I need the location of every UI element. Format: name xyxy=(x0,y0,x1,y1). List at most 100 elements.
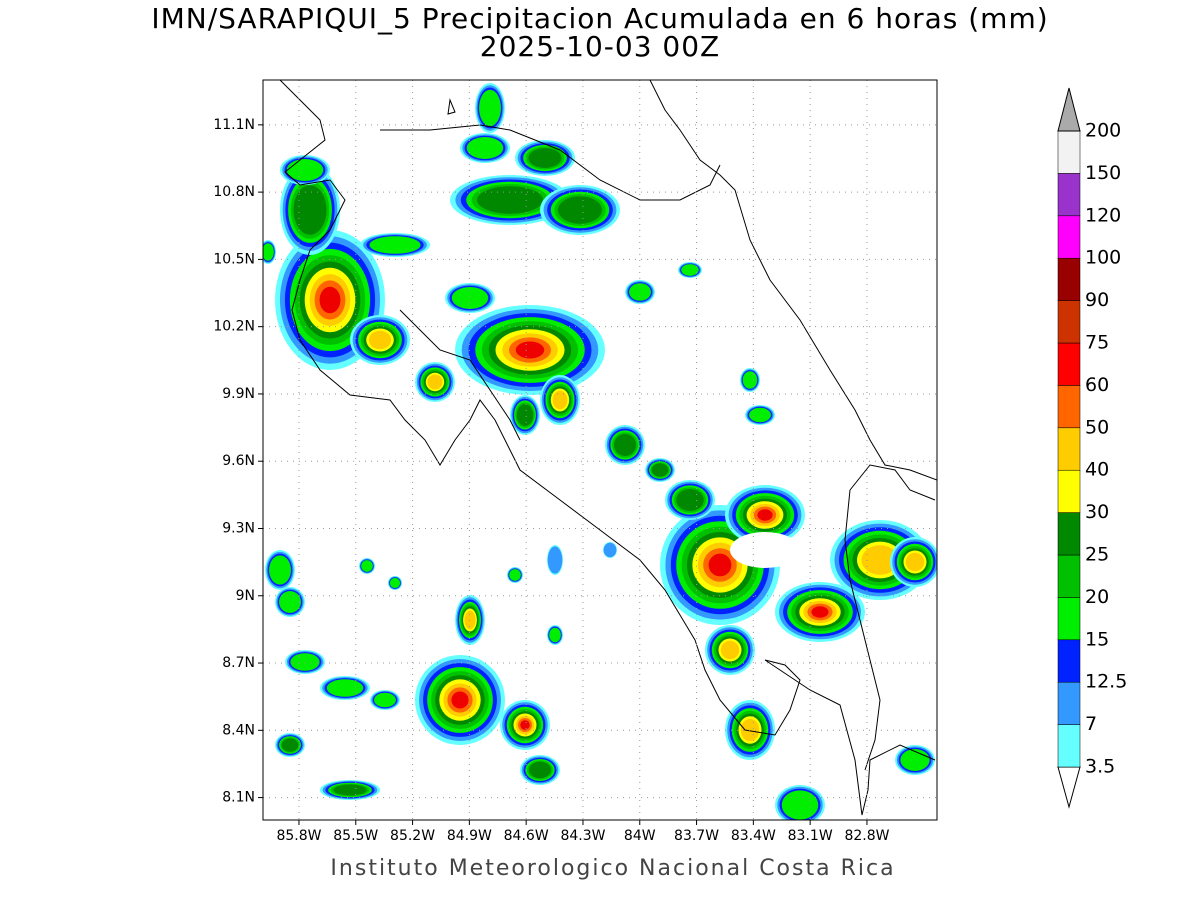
rain-area xyxy=(614,434,636,456)
colorbar-label: 150 xyxy=(1085,162,1121,184)
colorbar-segment xyxy=(1057,639,1081,683)
x-tick-label: 84.3W xyxy=(560,828,605,844)
x-tick-label: 84W xyxy=(624,828,656,844)
rain-area xyxy=(451,287,489,309)
rain-area xyxy=(651,463,669,477)
rain-area xyxy=(263,243,274,261)
y-tick-label: 8.7N xyxy=(222,655,255,671)
rain-area xyxy=(269,555,291,585)
rain-area xyxy=(466,137,504,159)
y-tick-label: 10.2N xyxy=(213,319,255,335)
colorbar-label: 100 xyxy=(1085,247,1121,269)
rain-area xyxy=(333,784,367,796)
colorbar-segment xyxy=(1057,597,1081,641)
y-tick-label: 9.6N xyxy=(222,453,255,469)
rain-area xyxy=(861,545,899,575)
colorbar-label: 40 xyxy=(1085,459,1109,481)
colorbar-label: 200 xyxy=(1085,120,1121,142)
rain-area xyxy=(900,749,930,771)
rain-area xyxy=(509,569,521,581)
y-tick-label: 8.1N xyxy=(222,790,255,806)
map-frame xyxy=(262,79,938,821)
border xyxy=(844,464,936,771)
y-tick-label: 9.3N xyxy=(222,520,255,536)
colorbar-segment xyxy=(1057,681,1081,725)
colorbar-label: 15 xyxy=(1085,628,1109,650)
colorbar-label: 90 xyxy=(1085,289,1109,311)
rain-area xyxy=(676,489,704,511)
y-tick-label: 9.9N xyxy=(222,386,255,402)
colorbar-segment xyxy=(1057,300,1081,344)
rain-area xyxy=(290,653,320,671)
rain-area xyxy=(374,692,396,708)
colorbar-label: 60 xyxy=(1085,374,1109,396)
colorbar-segment xyxy=(1057,469,1081,513)
rain-area xyxy=(552,390,568,410)
rain-area xyxy=(279,591,301,613)
rain-area xyxy=(293,185,327,235)
y-tick-label: 9N xyxy=(236,588,255,604)
rain-area xyxy=(681,264,699,276)
colorbar-segment xyxy=(1057,385,1081,429)
rain-area xyxy=(369,236,421,254)
rain-area xyxy=(757,509,773,521)
dry-area xyxy=(730,532,800,568)
colorbar-label: 3.5 xyxy=(1085,756,1115,778)
rain-area xyxy=(389,577,401,589)
rain-area xyxy=(281,738,299,752)
x-tick-label: 83.1W xyxy=(788,828,833,844)
colorbar-segment xyxy=(1057,257,1081,301)
colorbar-label: 12.5 xyxy=(1085,671,1127,693)
footer: Instituto Meteorologico Nacional Costa R… xyxy=(330,856,895,881)
y-tick-label: 8.4N xyxy=(222,722,255,738)
rain-area xyxy=(464,610,476,630)
colorbar-segment xyxy=(1057,554,1081,598)
coastline xyxy=(399,309,521,441)
colorbar-segment xyxy=(1057,427,1081,471)
rain-area xyxy=(361,560,373,572)
subtitle: 2025-10-03 00Z xyxy=(480,30,720,63)
coastline xyxy=(279,80,936,816)
rain-area xyxy=(528,148,562,168)
rain-area xyxy=(368,330,392,350)
rain-area xyxy=(451,691,469,709)
rain-area xyxy=(811,606,829,618)
rain-area xyxy=(742,371,758,389)
rain-area xyxy=(905,552,925,572)
colorbar-label: 25 xyxy=(1085,544,1109,566)
y-tick-label: 10.8N xyxy=(213,184,255,200)
colorbar-upper-triangle xyxy=(1057,87,1081,132)
rain-area xyxy=(558,196,602,224)
x-tick-label: 85.5W xyxy=(333,828,378,844)
rain-area xyxy=(427,374,443,390)
rain-area xyxy=(720,640,740,660)
colorbar-segment xyxy=(1057,342,1081,386)
y-tick-label: 10.5N xyxy=(213,251,255,267)
rain-area xyxy=(708,553,732,577)
colorbar-segment xyxy=(1057,173,1081,217)
colorbar-segment xyxy=(1057,130,1081,174)
rain-area xyxy=(603,542,617,558)
rain-area xyxy=(515,341,545,359)
x-tick-label: 83.7W xyxy=(674,828,719,844)
x-tick-label: 83.4W xyxy=(731,828,776,844)
colorbar-label: 20 xyxy=(1085,586,1109,608)
island xyxy=(447,98,456,115)
rain-area xyxy=(549,627,561,643)
rain-area xyxy=(479,89,501,127)
colorbar-label: 7 xyxy=(1085,713,1097,735)
rain-area xyxy=(326,679,364,697)
x-tick-label: 84.9W xyxy=(447,828,492,844)
rain-area xyxy=(629,283,651,301)
rain-area xyxy=(547,546,563,574)
x-tick-label: 85.8W xyxy=(276,828,321,844)
colorbar-segment xyxy=(1057,512,1081,556)
colorbar-lower-triangle xyxy=(1057,766,1081,809)
colorbar: 3.5 7 12.5 15 20 25 30 40 50 60 75 90 100 120 150 200 xyxy=(1057,87,1127,809)
rain-area xyxy=(286,159,324,181)
colorbar-label: 50 xyxy=(1085,416,1109,438)
title: IMN/SARAPIQUI_5 Precipitacion Acumulada … xyxy=(151,2,1048,35)
axes: 85.8W 85.5W 85.2W 84.9W 84.6W 84.3W 84W 83.7W 83… xyxy=(213,80,937,844)
coastline xyxy=(649,80,937,481)
colorbar-segment xyxy=(1057,724,1081,768)
